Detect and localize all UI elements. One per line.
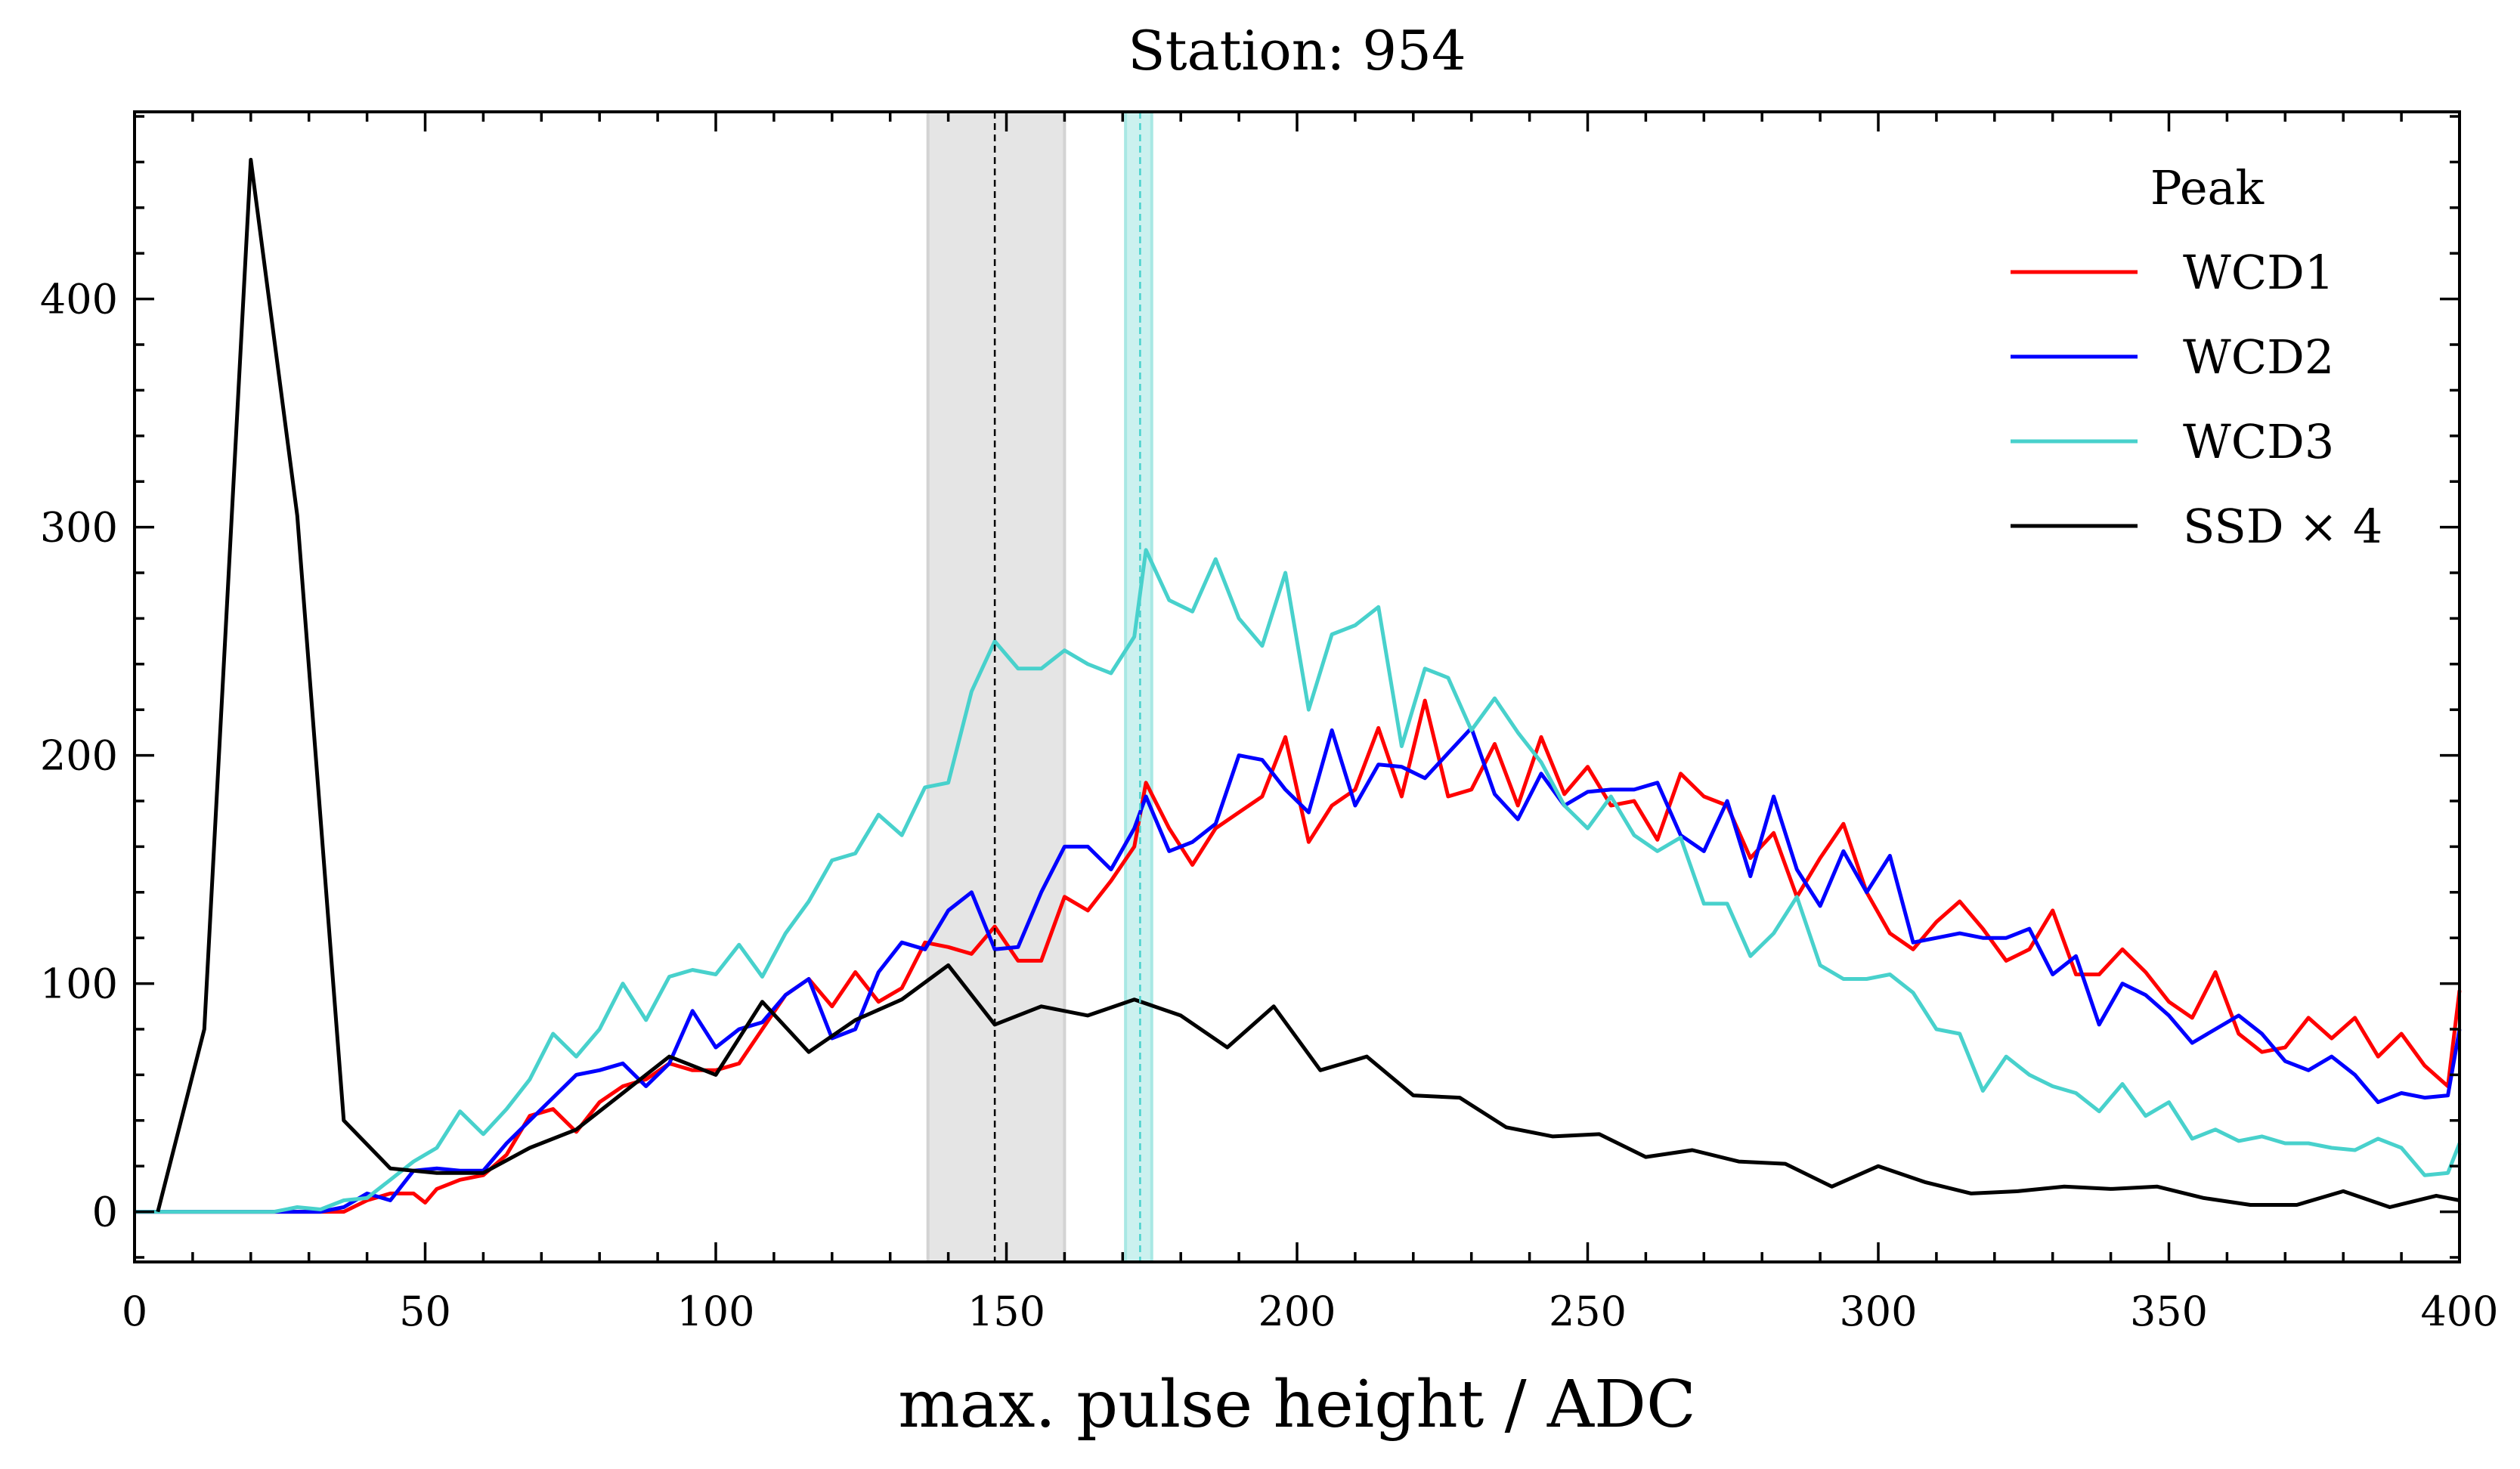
series-line-4: [156, 157, 2460, 1213]
y-tick-label: 200: [40, 732, 118, 780]
series-line-1: [135, 698, 2462, 1214]
legend-label-2: WCD2: [2183, 329, 2334, 385]
legend: Peak WCD1 WCD2 WCD3 SSD × 4: [2011, 160, 2382, 554]
x-tick-label: 250: [1549, 1288, 1627, 1335]
y-tick-label: 300: [40, 504, 118, 552]
series-layer: [135, 157, 2462, 1214]
tick-labels: 0 50 100 150 200 250 300 350 400 0 100 200 300 400: [40, 276, 2499, 1335]
x-tick-label: 0: [122, 1288, 147, 1335]
x-tick-label: 50: [399, 1288, 451, 1335]
x-tick-label: 300: [1839, 1288, 1917, 1335]
legend-label-4: SSD × 4: [2183, 499, 2382, 554]
x-tick-label: 100: [676, 1288, 754, 1335]
plot-frame: [133, 110, 2461, 1263]
marker-band-1: [926, 110, 1067, 1263]
chart-title: Station: 954: [1128, 19, 1466, 82]
legend-items: WCD1 WCD2 WCD3 SSD × 4: [2011, 245, 2382, 554]
x-tick-label: 400: [2420, 1288, 2498, 1335]
x-tick-label: 150: [967, 1288, 1045, 1335]
y-tick-label: 400: [40, 276, 118, 323]
legend-label-1: WCD1: [2183, 245, 2334, 300]
x-tick-label: 200: [1258, 1288, 1336, 1335]
x-axis-label: max. pulse height / ADC: [898, 1367, 1696, 1443]
axis-ticks: [133, 112, 2461, 1262]
legend-label-3: WCD3: [2183, 414, 2334, 469]
series-line-2: [135, 725, 2462, 1214]
marker-band-2: [1124, 110, 1153, 1263]
legend-title: Peak: [2150, 160, 2265, 215]
series-line-3: [135, 548, 2462, 1214]
marker-bands: [926, 110, 1153, 1263]
y-tick-label: 100: [40, 960, 118, 1008]
y-tick-label: 0: [92, 1189, 118, 1236]
marker-lines: [993, 112, 1141, 1262]
x-tick-label: 350: [2130, 1288, 2208, 1335]
